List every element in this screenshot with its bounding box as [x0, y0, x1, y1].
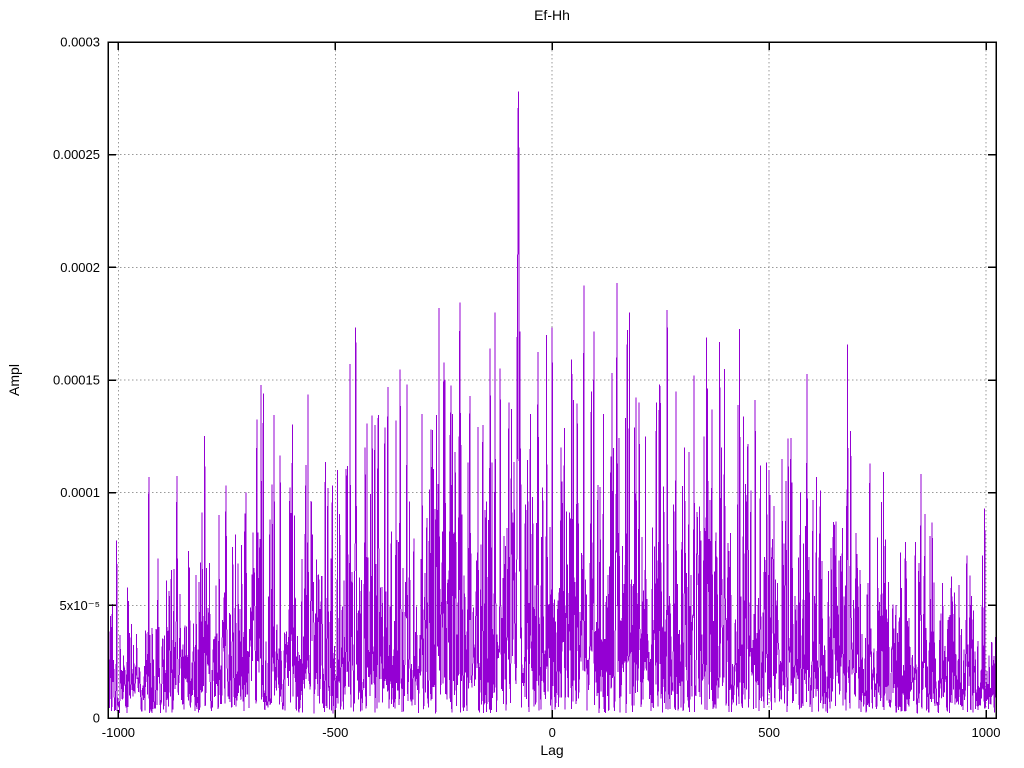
- y-tick-label: 0.00025: [53, 147, 100, 162]
- y-tick-label: 0.0003: [60, 35, 100, 50]
- x-tick-labels: -1000 -500 0 500 1000: [102, 725, 1001, 740]
- y-tick-label: 0.0002: [60, 260, 100, 275]
- y-tick-label: 0.00015: [53, 373, 100, 388]
- x-axis-label: Lag: [540, 742, 564, 758]
- y-tick-label: 0: [93, 711, 100, 726]
- x-tick-label: -500: [322, 725, 348, 740]
- series-line: [107, 91, 997, 714]
- y-tick-labels: 0 5x10⁻⁵ 0.0001 0.00015 0.0002 0.00025 0.0003: [53, 35, 100, 726]
- y-tick-label: 0.0001: [60, 485, 100, 500]
- x-tick-label: 1000: [972, 725, 1001, 740]
- chart-title: Ef-Hh: [534, 7, 570, 23]
- x-tick-label: -1000: [102, 725, 135, 740]
- x-tick-label: 0: [549, 725, 556, 740]
- y-tick-label: 5x10⁻⁵: [60, 598, 100, 613]
- x-tick-label: 500: [758, 725, 780, 740]
- plot-border: [107, 41, 997, 719]
